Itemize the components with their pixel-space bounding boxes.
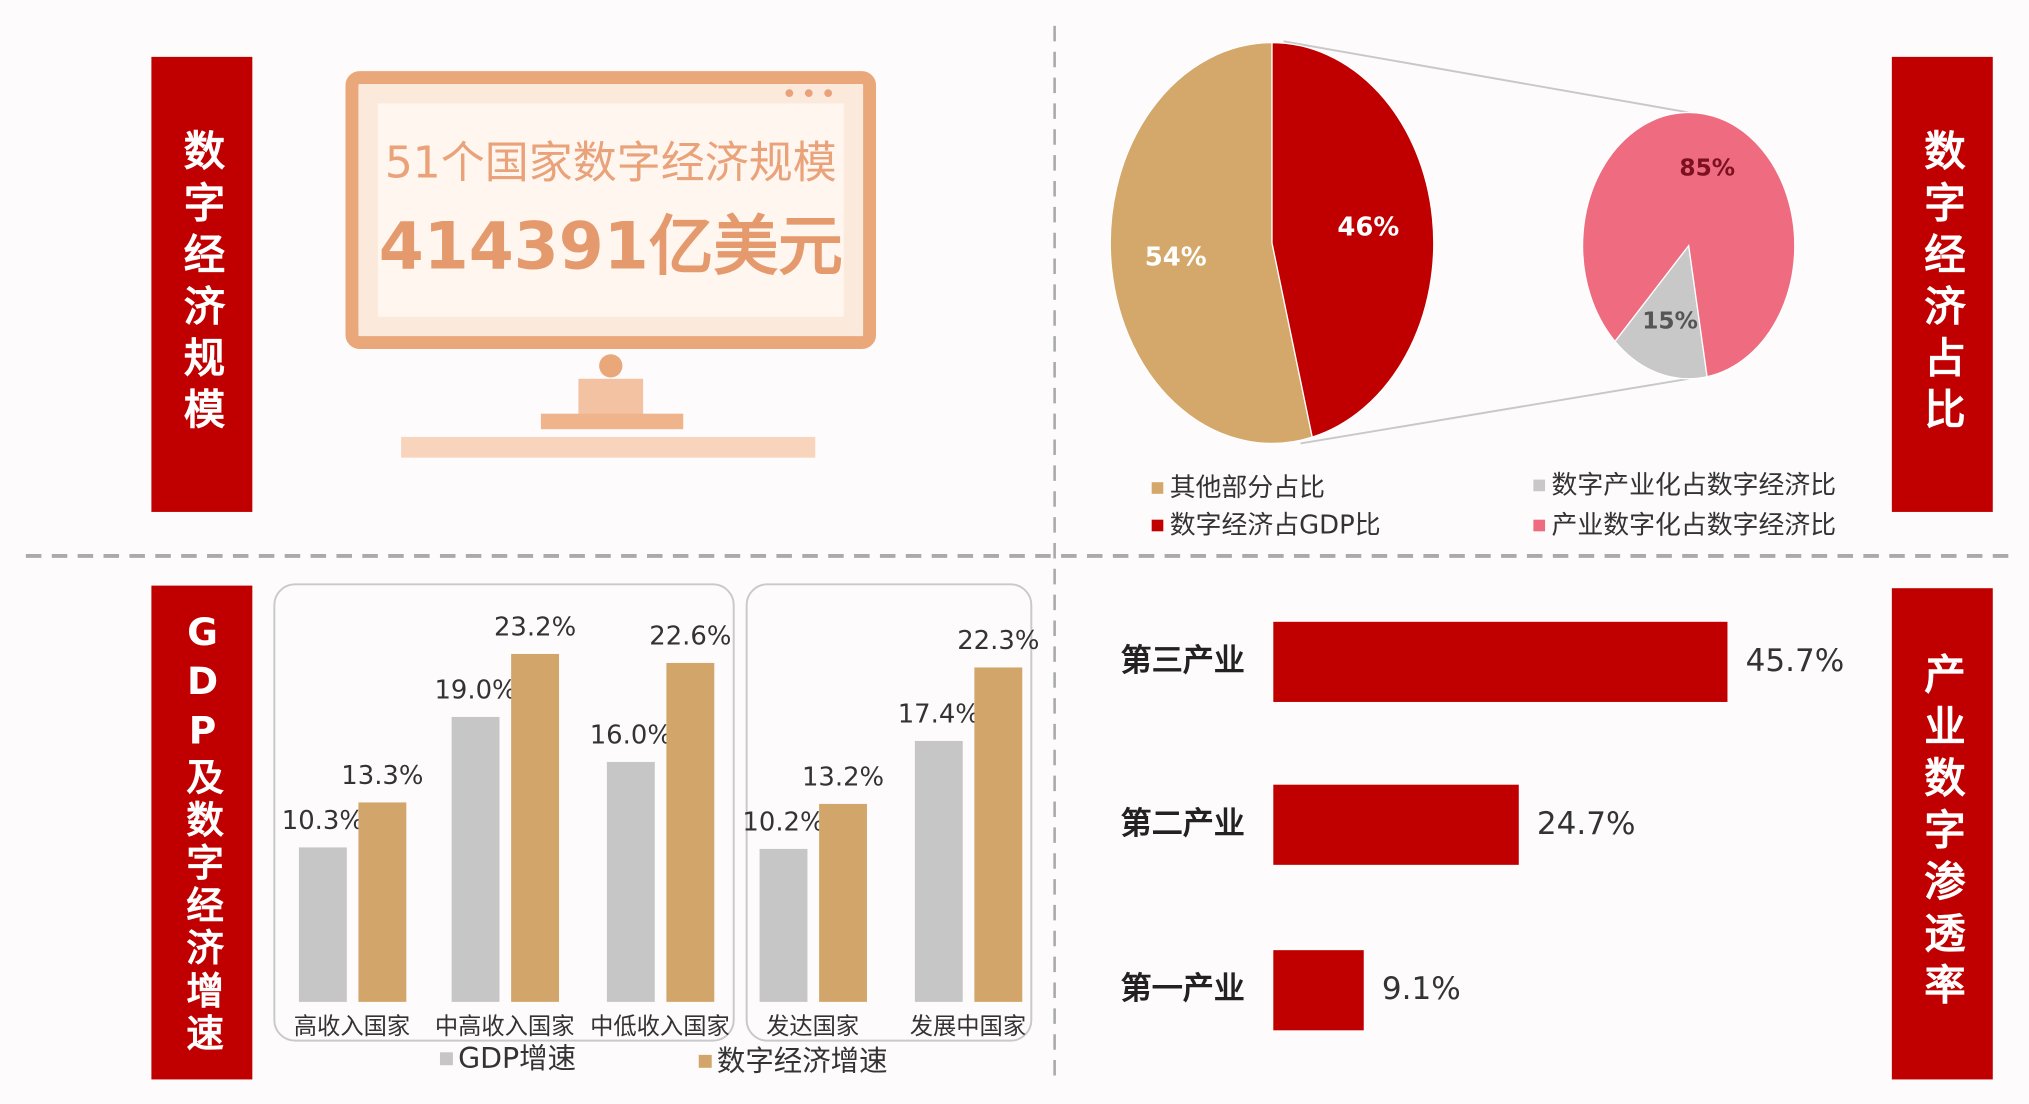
x-tick-label: 高收入国家 [294,1013,410,1040]
bar [1273,950,1363,1030]
slice-label: 46% [1337,212,1399,242]
legend-label: 数字经济增速 [717,1045,888,1078]
legend-swatch [440,1052,453,1065]
legend-label: GDP增速 [458,1042,576,1075]
legend-swatch [1533,480,1545,492]
value-label: 10.2% [742,808,824,838]
bar [1273,622,1727,702]
x-tick-label: 中低收入国家 [590,1013,730,1040]
panel-label: 数字经济占比 [1892,57,1993,512]
value-label: 13.2% [802,763,884,793]
monitor-icon: 51个国家数字经济规模 414391亿美元 [352,78,870,458]
legend-swatch [1152,520,1164,532]
panel-label: 数字经济规模 [151,57,252,512]
value-label: 23.2% [494,613,576,643]
bar [511,654,559,1002]
monitor-value: 414391亿美元 [379,209,843,284]
legend-swatch [1533,520,1545,532]
bar [974,667,1022,1001]
slice-label: 54% [1145,243,1207,273]
bar [760,849,808,1002]
infographic: 51个国家数字经济规模 414391亿美元 54% 其他部分占比 46% 数字经济占G… [0,0,2029,1104]
bar [666,663,714,1002]
slice-label: 15% [1642,308,1698,335]
page: {"panels": {"scale_title": "数字经济规模", "sh… [0,0,2029,1104]
y-tick-label: 第一产业 [1121,971,1245,1007]
legend-label: 产业数字化占数字经济比 [1552,511,1837,541]
legend-label: 数字产业化占数字经济比 [1552,471,1837,501]
value-label: 10.3% [282,806,364,836]
legend-label: 数字经济占GDP比 [1170,511,1381,541]
bar [358,802,406,1001]
value-label: 16.0% [590,721,672,751]
value-label: 45.7% [1746,643,1845,679]
y-tick-label: 第二产业 [1121,806,1245,842]
value-label: 24.7% [1537,806,1636,842]
bar [915,741,963,1002]
value-label: 19.0% [434,676,516,706]
panel-label: GDP及数字经济增速 [151,586,252,1080]
x-tick-label: 中高收入国家 [435,1013,575,1040]
x-tick-label: 发展中国家 [910,1013,1026,1040]
value-label: 22.6% [649,622,731,652]
value-label: 22.3% [957,626,1039,656]
panel-label: 产业数字渗透率 [1892,588,1993,1079]
bar [452,717,500,1002]
value-label: 13.3% [341,761,423,791]
legend-swatch [1152,482,1164,494]
bar [607,762,655,1002]
slice-label: 85% [1679,155,1735,182]
bar [819,804,867,1002]
y-tick-label: 第三产业 [1121,643,1245,679]
canvas: 51个国家数字经济规模 414391亿美元 54% 其他部分占比 46% 数字经济占G… [0,0,2029,1104]
legend-swatch [699,1055,712,1068]
value-label: 9.1% [1382,971,1461,1007]
monitor-title: 51个国家数字经济规模 [385,137,837,188]
legend-label: 其他部分占比 [1170,473,1325,503]
bar [299,847,347,1001]
value-label: 17.4% [898,700,980,730]
x-tick-label: 发达国家 [766,1013,859,1040]
bar [1273,785,1518,865]
